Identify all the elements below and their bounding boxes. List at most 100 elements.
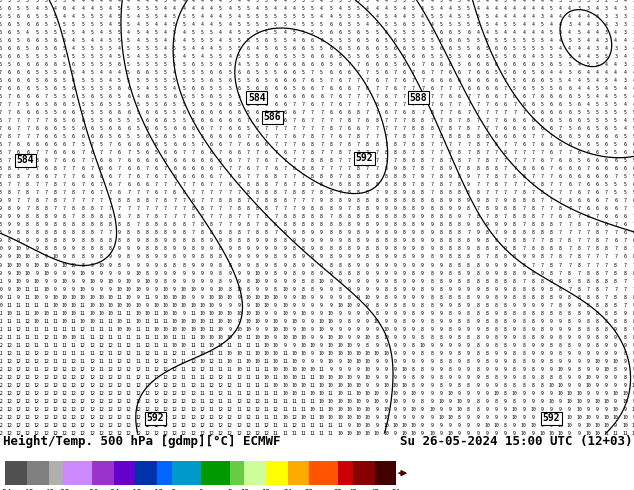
Text: 8: 8 <box>559 254 562 260</box>
Text: 9: 9 <box>320 270 323 275</box>
Text: 4: 4 <box>586 29 590 35</box>
Text: 7: 7 <box>449 86 451 91</box>
Text: 5: 5 <box>412 5 415 10</box>
Text: 8: 8 <box>347 190 351 195</box>
Text: 9: 9 <box>329 294 332 299</box>
Text: 8: 8 <box>127 239 130 244</box>
Text: 5: 5 <box>605 118 608 123</box>
Text: 12: 12 <box>126 351 131 356</box>
Text: 5: 5 <box>127 46 130 50</box>
Text: 6: 6 <box>265 62 268 67</box>
Text: 7: 7 <box>541 206 543 211</box>
Text: 9: 9 <box>384 311 387 316</box>
Text: 12: 12 <box>52 415 58 420</box>
Text: 4: 4 <box>283 5 287 10</box>
Text: 9: 9 <box>320 303 323 308</box>
Text: 5: 5 <box>118 14 121 19</box>
Text: 10: 10 <box>181 327 186 332</box>
Text: 7: 7 <box>146 190 148 195</box>
Text: 10: 10 <box>567 423 573 428</box>
Text: 9: 9 <box>329 287 332 292</box>
Text: 10: 10 <box>61 318 67 324</box>
Text: 4: 4 <box>504 29 507 35</box>
Text: -24: -24 <box>107 489 120 490</box>
Text: 7: 7 <box>458 102 461 107</box>
Text: 8: 8 <box>256 182 259 187</box>
Text: 4: 4 <box>605 62 608 67</box>
Text: 10: 10 <box>576 399 582 404</box>
Text: 10: 10 <box>43 263 49 268</box>
Text: 8: 8 <box>265 206 268 211</box>
Text: 9: 9 <box>0 198 1 203</box>
Text: 11: 11 <box>209 351 214 356</box>
Text: 5: 5 <box>467 5 470 10</box>
Text: 4: 4 <box>522 14 525 19</box>
Text: 8: 8 <box>476 279 479 284</box>
Text: 10: 10 <box>401 423 407 428</box>
Text: 9: 9 <box>550 367 553 372</box>
Text: 6: 6 <box>366 54 369 59</box>
Text: 5: 5 <box>302 70 305 75</box>
Text: 4: 4 <box>219 14 222 19</box>
Text: 5: 5 <box>127 38 130 43</box>
Text: 7: 7 <box>586 263 590 268</box>
Text: 9: 9 <box>559 415 562 420</box>
Text: 9: 9 <box>439 318 443 324</box>
Text: 9: 9 <box>458 375 461 380</box>
Text: 7: 7 <box>219 206 222 211</box>
Text: 8: 8 <box>596 270 598 275</box>
Text: 9: 9 <box>283 279 287 284</box>
Text: 6: 6 <box>54 118 56 123</box>
Text: 4: 4 <box>531 0 534 2</box>
Text: 9: 9 <box>486 343 488 348</box>
Text: 6: 6 <box>201 158 204 163</box>
Text: 7: 7 <box>449 182 451 187</box>
Text: 9: 9 <box>164 239 167 244</box>
Text: 12: 12 <box>80 407 86 412</box>
Text: 6: 6 <box>550 102 553 107</box>
Text: 5: 5 <box>578 158 580 163</box>
Text: 7: 7 <box>81 182 84 187</box>
Text: 8: 8 <box>54 198 56 203</box>
Text: 7: 7 <box>614 287 617 292</box>
Text: 9: 9 <box>357 263 359 268</box>
Text: 8: 8 <box>347 263 351 268</box>
Text: 9: 9 <box>283 343 287 348</box>
Text: 7: 7 <box>17 166 20 171</box>
Text: 7: 7 <box>127 174 130 179</box>
Text: 8: 8 <box>449 327 451 332</box>
Text: 6: 6 <box>467 29 470 35</box>
Text: 8: 8 <box>54 182 56 187</box>
Text: 8: 8 <box>439 214 443 220</box>
Text: 10: 10 <box>190 318 196 324</box>
Text: 6: 6 <box>54 134 56 139</box>
Text: 5: 5 <box>247 126 250 131</box>
Text: 5: 5 <box>283 14 287 19</box>
Text: 9: 9 <box>412 254 415 260</box>
Text: 9: 9 <box>238 222 240 227</box>
Text: 10: 10 <box>199 335 205 340</box>
Text: 10: 10 <box>282 303 288 308</box>
Text: 6: 6 <box>476 62 479 67</box>
Text: 9: 9 <box>633 415 634 420</box>
Text: 7: 7 <box>633 222 634 227</box>
Text: 5: 5 <box>394 54 396 59</box>
Text: 10: 10 <box>172 343 178 348</box>
Text: 9: 9 <box>0 214 1 220</box>
Text: 8: 8 <box>458 294 461 299</box>
Text: 6: 6 <box>339 22 341 26</box>
Text: 7: 7 <box>201 198 204 203</box>
Text: 6: 6 <box>238 150 240 155</box>
Text: 6: 6 <box>384 62 387 67</box>
Text: 6: 6 <box>293 134 295 139</box>
Text: 7: 7 <box>550 174 553 179</box>
Text: 10: 10 <box>301 383 306 388</box>
Text: 5: 5 <box>173 29 176 35</box>
Text: 5: 5 <box>550 78 553 83</box>
Text: 9: 9 <box>63 254 66 260</box>
Text: 4: 4 <box>375 5 378 10</box>
Text: 7: 7 <box>228 222 231 227</box>
Text: 8: 8 <box>578 311 580 316</box>
Text: 8: 8 <box>605 311 608 316</box>
Text: 12: 12 <box>89 383 94 388</box>
